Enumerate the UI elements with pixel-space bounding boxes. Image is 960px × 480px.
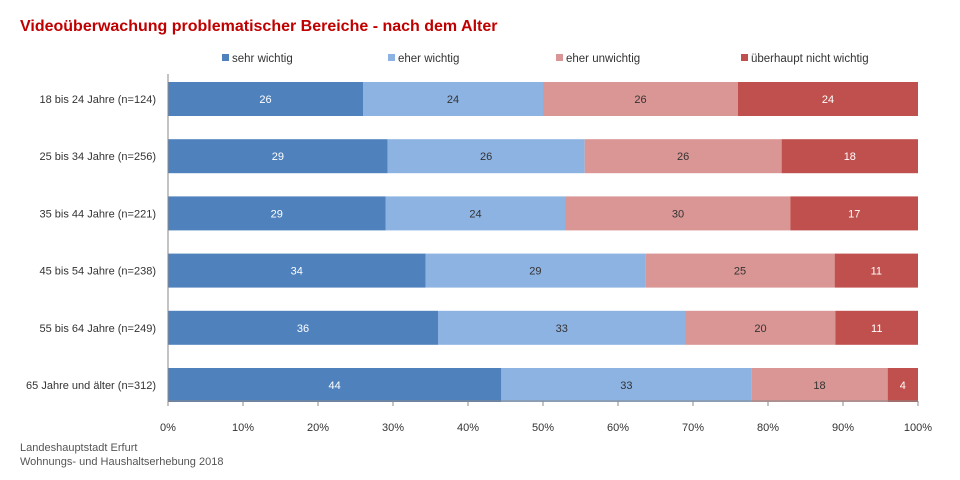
data-label: 29 — [272, 151, 284, 163]
legend-label: überhaupt nicht wichtig — [751, 53, 869, 65]
bar-segment — [790, 196, 918, 231]
x-tick-label: 60% — [607, 422, 629, 434]
data-label: 26 — [677, 151, 689, 163]
bar-segment — [387, 139, 585, 174]
bar-segment — [501, 368, 752, 402]
bar-segment — [385, 196, 566, 231]
x-tick-label: 20% — [307, 422, 329, 434]
x-tick-label: 90% — [832, 422, 854, 434]
legend-swatch — [741, 54, 748, 61]
bar-segment — [168, 82, 363, 116]
data-label: 4 — [900, 380, 906, 392]
bar-segment — [168, 253, 426, 288]
category-label: 45 bis 54 Jahre (n=238) — [40, 266, 157, 278]
data-label: 30 — [672, 208, 684, 220]
bar-segment — [835, 310, 918, 345]
legend: sehr wichtig eher wichtig eher unwichtig üb… — [222, 53, 869, 65]
bar-segment — [168, 368, 502, 402]
data-label: 11 — [871, 323, 882, 335]
bar-segment — [781, 139, 918, 174]
bar-segment — [887, 368, 918, 402]
y-axis-labels: 18 bis 24 Jahre (n=124) 25 bis 34 Jahre (… — [26, 94, 156, 392]
bar-segment — [168, 196, 386, 231]
bar-segment — [584, 139, 782, 174]
data-label: 34 — [291, 266, 303, 278]
x-tick-label: 70% — [682, 422, 704, 434]
bar-segment — [834, 253, 918, 288]
x-tick-label: 100% — [904, 422, 932, 434]
x-tick-label: 30% — [382, 422, 404, 434]
data-label: 33 — [620, 380, 632, 392]
x-tick-label: 0% — [160, 422, 176, 434]
legend-swatch — [222, 54, 229, 61]
source-note: Landeshauptstadt Erfurt Wohnungs- und Ha… — [20, 441, 223, 469]
bar-segment — [438, 310, 686, 345]
x-tick-label: 50% — [532, 422, 554, 434]
x-tick-label: 10% — [232, 422, 254, 434]
bar-segment — [363, 82, 543, 116]
data-label: 25 — [734, 266, 746, 278]
bar-segment — [751, 368, 888, 402]
bar-segment — [168, 310, 438, 345]
data-label: 20 — [754, 323, 766, 335]
data-label: 44 — [329, 380, 341, 392]
bar-segment — [685, 310, 836, 345]
data-label: 18 — [844, 151, 856, 163]
legend-label: eher wichtig — [398, 53, 459, 65]
category-label: 35 bis 44 Jahre (n=221) — [40, 208, 157, 220]
data-label: 26 — [259, 94, 271, 106]
data-label: 24 — [822, 94, 834, 106]
x-tick-label: 40% — [457, 422, 479, 434]
legend-swatch — [556, 54, 563, 61]
bar-segment — [425, 253, 646, 288]
x-tick-label: 80% — [757, 422, 779, 434]
data-label: 17 — [848, 208, 860, 220]
bar-segment — [645, 253, 835, 288]
bar-segment — [565, 196, 791, 231]
data-label: 29 — [529, 266, 541, 278]
data-label: 24 — [469, 208, 481, 220]
bars: 26 24 26 24 29 26 26 18 29 24 30 17 34 29 25 11 36 33 20 11… — [168, 82, 918, 402]
legend-label: eher unwichtig — [566, 53, 640, 65]
data-label: 26 — [634, 94, 646, 106]
data-label: 18 — [813, 380, 825, 392]
source-line-1: Landeshauptstadt Erfurt — [20, 442, 138, 454]
category-label: 25 bis 34 Jahre (n=256) — [40, 151, 157, 163]
legend-label: sehr wichtig — [232, 53, 293, 65]
data-label: 36 — [297, 323, 309, 335]
x-axis: 0% 10% 20% 30% 40% 50% 60% 70% 80% 90% 100% — [160, 74, 932, 434]
data-label: 11 — [871, 266, 882, 278]
data-label: 33 — [556, 323, 568, 335]
chart-title: Videoüberwachung problematischer Bereich… — [20, 18, 498, 35]
bar-segment — [738, 82, 918, 116]
data-label: 24 — [447, 94, 459, 106]
bar-segment — [543, 82, 738, 116]
category-label: 18 bis 24 Jahre (n=124) — [40, 94, 157, 106]
data-label: 26 — [480, 151, 492, 163]
source-line-2: Wohnungs- und Haushaltserhebung 2018 — [20, 456, 224, 468]
category-label: 65 Jahre und älter (n=312) — [26, 380, 156, 392]
category-label: 55 bis 64 Jahre (n=249) — [40, 323, 157, 335]
bar-segment — [168, 139, 388, 174]
data-label: 29 — [271, 208, 283, 220]
legend-swatch — [388, 54, 395, 61]
